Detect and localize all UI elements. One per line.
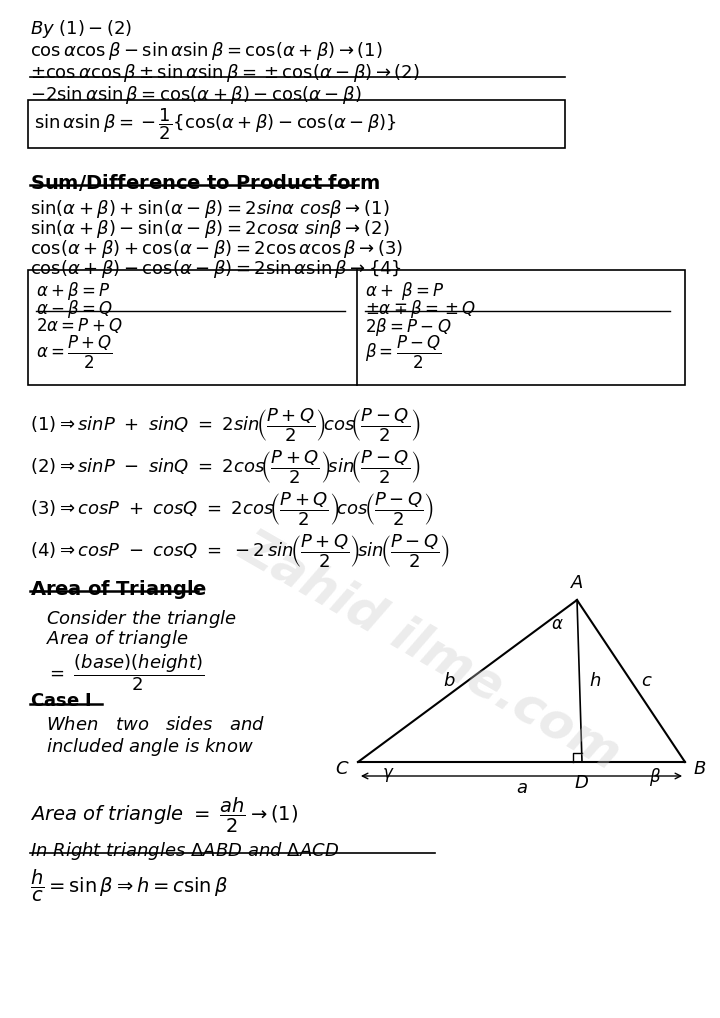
Text: $(3) \Rightarrow cosP\ +\ cosQ\ =\ 2cos\!\left(\dfrac{P+Q}{2}\right)\!cos\!\left: $(3) \Rightarrow cosP\ +\ cosQ\ =\ 2cos\… [30, 490, 434, 527]
Text: $=\ \dfrac{(base)(height)}{2}$: $=\ \dfrac{(base)(height)}{2}$ [46, 652, 204, 692]
Bar [28, 100, 565, 148]
Text: $(1) \Rightarrow sinP\ +\ sinQ\ =\ 2sin\!\left(\dfrac{P+Q}{2}\right)\!cos\!\left: $(1) \Rightarrow sinP\ +\ sinQ\ =\ 2sin\… [30, 406, 420, 444]
Bar [28, 270, 685, 385]
Text: $(2) \Rightarrow sinP\ -\ sinQ\ =\ 2cos\!\left(\dfrac{P+Q}{2}\right)\!sin\!\left: $(2) \Rightarrow sinP\ -\ sinQ\ =\ 2cos\… [30, 448, 420, 486]
Text: $a$: $a$ [516, 779, 528, 797]
Text: $-2\sin\alpha\sin\beta = \cos(\alpha+\beta) - \cos(\alpha-\beta)$: $-2\sin\alpha\sin\beta = \cos(\alpha+\be… [30, 84, 361, 106]
Text: $\mathbf{Sum/Difference\ to\ Product\ form}$: $\mathbf{Sum/Difference\ to\ Product\ fo… [30, 172, 380, 193]
Text: $\sin(\alpha+\beta) - \sin(\alpha-\beta) = 2cos\alpha\ sin\beta \rightarrow (2)$: $\sin(\alpha+\beta) - \sin(\alpha-\beta)… [30, 218, 390, 240]
Text: $\pm\cos\alpha\cos\beta \pm \sin\alpha\sin\beta = \pm\cos(\alpha-\beta) \rightar: $\pm\cos\alpha\cos\beta \pm \sin\alpha\s… [30, 62, 420, 84]
Text: $\gamma$: $\gamma$ [382, 766, 395, 784]
Text: $Area\ of\ triangle$: $Area\ of\ triangle$ [46, 628, 189, 651]
Text: $\beta$: $\beta$ [649, 766, 661, 788]
Text: $Consider\ the\ triangle$: $Consider\ the\ triangle$ [46, 608, 237, 630]
Text: $b$: $b$ [443, 672, 456, 690]
Text: $\pm\alpha \mp \beta = \pm Q$: $\pm\alpha \mp \beta = \pm Q$ [365, 298, 476, 320]
Text: $\alpha +\ \beta = P$: $\alpha +\ \beta = P$ [365, 280, 445, 302]
Text: $\sin\alpha\sin\beta = -\dfrac{1}{2}\{\cos(\alpha+\beta) - \cos(\alpha-\beta)\}$: $\sin\alpha\sin\beta = -\dfrac{1}{2}\{\c… [34, 106, 397, 142]
Text: $D$: $D$ [575, 774, 590, 792]
Text: $\alpha + \beta = P$: $\alpha + \beta = P$ [36, 280, 110, 302]
Text: $\alpha - \beta = Q$: $\alpha - \beta = Q$ [36, 298, 113, 320]
Text: $\cos\alpha\cos\beta - \sin\alpha\sin\beta = \cos(\alpha+\beta) \rightarrow (1)$: $\cos\alpha\cos\beta - \sin\alpha\sin\be… [30, 40, 382, 62]
Text: $A$: $A$ [570, 574, 584, 592]
Text: $\dfrac{h}{c} = \sin\beta \Rightarrow h = c\sin\beta$: $\dfrac{h}{c} = \sin\beta \Rightarrow h … [30, 868, 228, 904]
Text: $included\ angle\ is\ know$: $included\ angle\ is\ know$ [46, 736, 254, 758]
Text: $\cos(\alpha+\beta) + \cos(\alpha-\beta) = 2\cos\alpha\cos\beta \rightarrow (3)$: $\cos(\alpha+\beta) + \cos(\alpha-\beta)… [30, 238, 403, 260]
Text: $\alpha = \dfrac{P+Q}{2}$: $\alpha = \dfrac{P+Q}{2}$ [36, 334, 113, 372]
Text: $\sin(\alpha+\beta) + \sin(\alpha-\beta) = 2sin\alpha\ cos\beta \rightarrow (1)$: $\sin(\alpha+\beta) + \sin(\alpha-\beta)… [30, 197, 390, 220]
Text: $C$: $C$ [336, 760, 350, 778]
Text: $\cos(\alpha+\beta) - \cos(\alpha-\beta) = 2\sin\alpha\sin\beta \rightarrow \{4\: $\cos(\alpha+\beta) - \cos(\alpha-\beta)… [30, 258, 402, 280]
Text: $\mathbf{Case\ I}$: $\mathbf{Case\ I}$ [30, 692, 91, 710]
Text: $h$: $h$ [589, 672, 601, 690]
Text: $2\alpha = P + Q$: $2\alpha = P + Q$ [36, 316, 123, 335]
Text: $B$: $B$ [693, 760, 706, 778]
Text: $\beta = \dfrac{P-Q}{2}$: $\beta = \dfrac{P-Q}{2}$ [365, 334, 441, 372]
Text: $When\quad two\quad sides\quad and$: $When\quad two\quad sides\quad and$ [46, 716, 265, 734]
Text: Zahid ilme.com: Zahid ilme.com [231, 521, 629, 779]
Text: $In\ Right\ triangles\ \Delta ABD\ and\ \Delta ACD$: $In\ Right\ triangles\ \Delta ABD\ and\ … [30, 840, 339, 862]
Text: $(4) \Rightarrow cosP\ -\ cosQ\ =\ -2\,sin\!\left(\dfrac{P+Q}{2}\right)\!sin\!\l: $(4) \Rightarrow cosP\ -\ cosQ\ =\ -2\,s… [30, 532, 450, 570]
Text: $By\ (1) - (2)$: $By\ (1) - (2)$ [30, 18, 132, 40]
Text: $\alpha$: $\alpha$ [551, 616, 563, 633]
Text: $Area\ of\ triangle\ =\ \dfrac{ah}{2} \rightarrow (1)$: $Area\ of\ triangle\ =\ \dfrac{ah}{2} \r… [30, 796, 298, 835]
Text: $\mathbf{Area\ of\ Triangle}$: $\mathbf{Area\ of\ Triangle}$ [30, 578, 207, 601]
Text: $2\beta = P - Q$: $2\beta = P - Q$ [365, 316, 451, 338]
Text: $c$: $c$ [641, 672, 652, 690]
